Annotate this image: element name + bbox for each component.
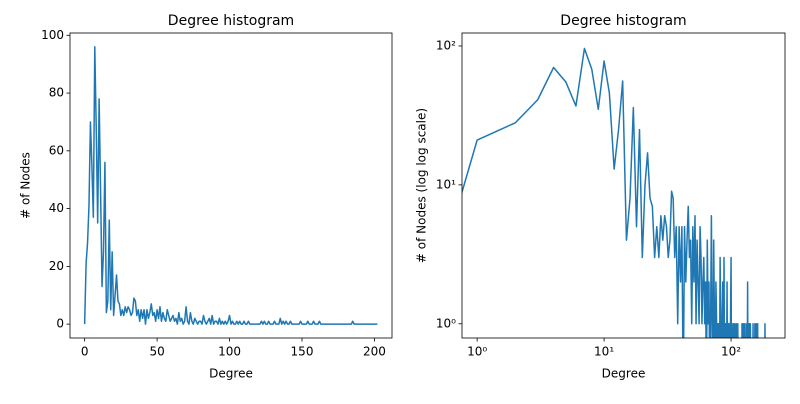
y-tick-label: 10² [436,38,456,52]
y-tick-label: 40 [49,201,64,215]
y-tick-label: 0 [56,317,64,331]
x-tick-label: 10⁰ [467,345,487,359]
y-tick-label: 20 [49,259,64,273]
x-tick-label: 100 [218,345,241,359]
y-tick-label: 60 [49,143,64,157]
x-axis-label: Degree [602,367,646,381]
data-line [83,46,378,325]
chart-title: Degree histogram [560,13,686,29]
x-tick-label: 200 [363,345,386,359]
y-axis-label: # of Nodes (log log scale) [415,108,429,263]
axes-frame [461,32,786,339]
y-tick-label: 10⁰ [436,316,456,330]
y-tick-label: 100 [41,28,64,42]
x-axis-label: Degree [209,367,253,381]
x-tick-label: 50 [149,345,164,359]
y-axis-label: # of Nodes [19,152,33,219]
chart-title: Degree histogram [168,13,294,29]
x-tick-label: 10¹ [594,345,614,359]
data-line [462,47,766,338]
x-tick-label: 0 [81,345,89,359]
y-tick-label: 10¹ [436,177,456,191]
y-tick-label: 80 [49,86,64,100]
x-tick-label: 10² [721,345,741,359]
x-tick-label: 150 [291,345,314,359]
axes-frame [69,32,393,339]
